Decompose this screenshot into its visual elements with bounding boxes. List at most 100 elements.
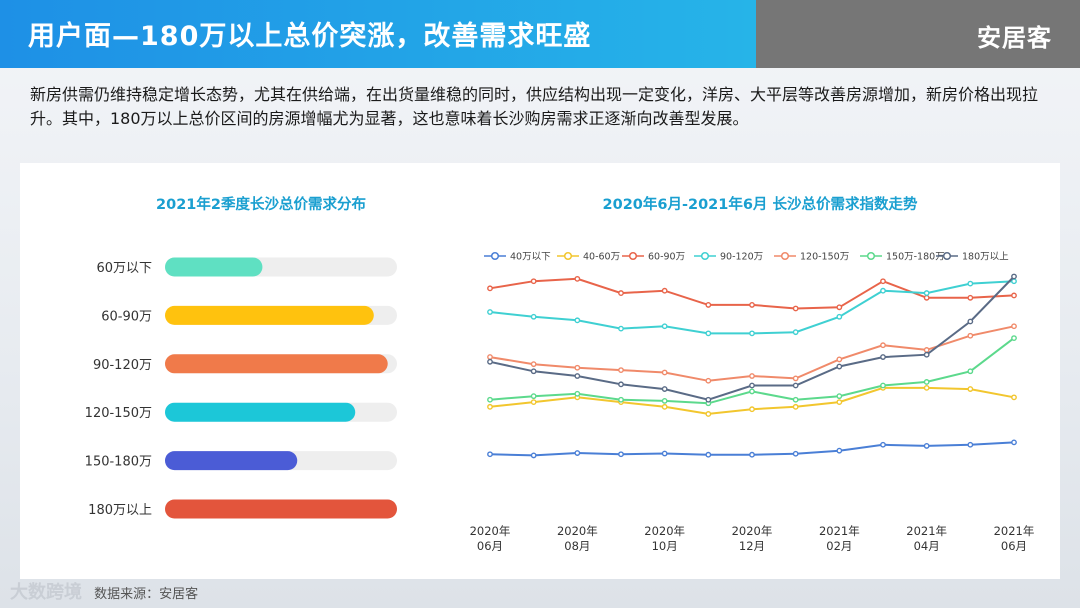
title-band: 用户面—180万以上总价突涨，改善需求旺盛 <box>0 0 756 68</box>
bar <box>165 305 374 325</box>
data-point <box>1011 323 1017 330</box>
data-point <box>749 406 755 413</box>
data-point <box>749 382 755 389</box>
data-point <box>574 390 581 397</box>
data-point <box>749 373 755 379</box>
data-point <box>1011 273 1017 280</box>
bar-label: 60-90万 <box>101 309 152 324</box>
bar-label: 120-150万 <box>85 406 152 421</box>
data-point <box>705 302 712 308</box>
data-point <box>705 451 712 458</box>
bar-label: 90-120万 <box>93 358 152 373</box>
data-point <box>836 393 843 400</box>
intro-paragraph: 新房供需仍维持稳定增长态势，尤其在供给端，在出货量维稳的同时，供应结构出现一定变… <box>30 85 1039 128</box>
data-point <box>967 368 974 375</box>
data-point <box>487 451 493 458</box>
data-point <box>880 287 886 294</box>
x-tick-label: 2021年 02月 <box>819 524 860 553</box>
data-point <box>923 379 930 385</box>
data-point <box>836 313 843 320</box>
data-point <box>530 393 537 400</box>
data-point <box>792 396 799 403</box>
legend-marker <box>628 251 638 261</box>
bar-label: 150-180万 <box>85 455 152 470</box>
legend-label: 90-120万 <box>720 252 763 263</box>
data-point <box>749 388 755 395</box>
bar-chart-title: 2021年2季度长沙总价需求分布 <box>156 195 366 213</box>
data-point <box>661 323 668 330</box>
data-point <box>836 304 843 311</box>
data-point <box>836 356 843 363</box>
data-point <box>792 329 799 336</box>
data-point <box>530 361 537 368</box>
data-point <box>792 450 799 457</box>
data-point <box>923 347 930 353</box>
data-point <box>923 443 930 449</box>
legend-label: 180万以上 <box>962 252 1009 263</box>
footer: 大数跨境 数据来源：安居客 <box>10 578 198 604</box>
data-point <box>836 399 843 405</box>
data-point <box>923 384 930 391</box>
data-point <box>1011 394 1017 401</box>
data-point <box>836 447 843 454</box>
line-chart-title: 2020年6月-2021年6月 长沙总价需求指数走势 <box>603 195 918 213</box>
data-point <box>967 332 974 339</box>
data-point <box>880 441 886 448</box>
data-point <box>530 278 537 285</box>
data-point <box>705 330 712 337</box>
data-source: 数据来源：安居客 <box>94 587 199 602</box>
data-point <box>618 367 624 373</box>
chart-panel: 2021年2季度长沙总价需求分布 60万以下 60-90万 90-120万 120-15… <box>20 163 1060 579</box>
data-point <box>530 313 537 320</box>
brand-band: 安居客 <box>756 0 1080 68</box>
data-point <box>1011 292 1017 299</box>
data-point <box>618 290 624 296</box>
line-chart: 2020年6月-2021年6月 长沙总价需求指数走势 40万以下 40-60万 60-… <box>470 195 1035 553</box>
data-point <box>880 278 886 285</box>
legend-label: 40万以下 <box>510 252 551 263</box>
data-point <box>1011 439 1017 446</box>
data-point <box>661 450 668 457</box>
bar <box>165 402 356 422</box>
data-point <box>487 358 493 365</box>
data-point <box>967 386 974 392</box>
legend-marker <box>780 251 790 261</box>
data-point <box>574 275 581 282</box>
bar <box>165 354 388 374</box>
data-point <box>1011 278 1017 285</box>
x-tick-label: 2021年 06月 <box>994 524 1035 553</box>
data-point <box>530 452 537 459</box>
bar <box>165 499 397 519</box>
data-point <box>967 294 974 301</box>
x-tick-label: 2020年 12月 <box>732 524 773 553</box>
data-point <box>967 318 974 325</box>
data-point <box>618 451 624 458</box>
data-point <box>792 403 799 410</box>
data-point <box>923 290 930 296</box>
x-tick-label: 2020年 10月 <box>644 524 685 553</box>
legend-marker <box>942 251 952 261</box>
series-line <box>489 275 1015 401</box>
watermark: 大数跨境 <box>10 582 82 603</box>
bar-chart: 2021年2季度长沙总价需求分布 60万以下 60-90万 90-120万 120-15… <box>85 195 397 519</box>
data-point <box>880 382 886 389</box>
data-point <box>923 294 930 301</box>
page-title: 用户面—180万以上总价突涨，改善需求旺盛 <box>28 21 592 52</box>
data-point <box>1011 335 1017 342</box>
bar-label: 60万以下 <box>96 261 152 276</box>
data-point <box>836 363 843 370</box>
data-point <box>487 403 493 410</box>
data-point <box>574 364 581 371</box>
legend-marker <box>866 251 876 261</box>
x-tick-label: 2021年 04月 <box>906 524 947 553</box>
data-point <box>487 396 493 403</box>
data-point <box>530 399 537 405</box>
data-point <box>705 377 712 384</box>
legend-label: 60-90万 <box>648 252 685 263</box>
data-point <box>749 302 755 308</box>
legend-marker <box>700 251 710 261</box>
bar <box>165 451 298 471</box>
data-point <box>618 325 624 332</box>
data-point <box>487 285 493 292</box>
data-point <box>792 305 799 312</box>
